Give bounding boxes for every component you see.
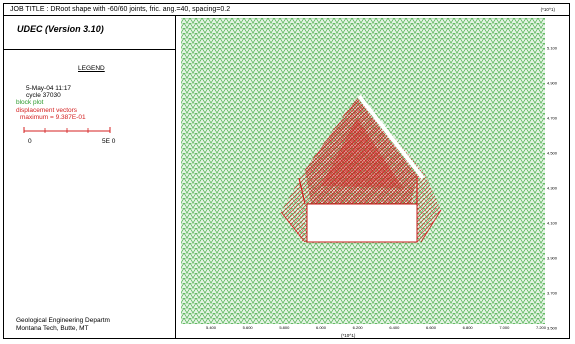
cycle-count: cycle 37030 — [26, 92, 61, 99]
program-title-box: UDEC (Version 3.10) — [4, 15, 175, 50]
scale-min-label: 0 — [28, 138, 32, 145]
y-tick-label: 4.300 — [547, 185, 558, 191]
x-tick-label: 5.800 — [279, 325, 290, 330]
legend-panel: UDEC (Version 3.10) LEGEND 5-May-04 11:1… — [4, 15, 176, 339]
y-axis-unit: (*10^1) — [540, 7, 555, 12]
y-tick-label: 4.500 — [547, 150, 558, 156]
x-tick-label: 6.800 — [462, 325, 473, 330]
roof-separation — [357, 94, 425, 180]
y-tick-label: 4.700 — [547, 115, 558, 121]
x-tick-label: 5.400 — [205, 325, 217, 330]
x-tick-label: 7.200 — [535, 325, 547, 330]
x-axis-unit: (*10^1) — [341, 333, 356, 338]
udec-plot-window: JOB TITLE : DRoot shape with -60/60 join… — [3, 3, 570, 339]
y-tick-label: 4.900 — [547, 80, 558, 86]
footer-department: Geological Engineering Departm — [16, 317, 110, 324]
footer-location: Montana Tech, Butte, MT — [16, 325, 89, 332]
y-axis: 5.100 4.900 4.700 4.500 4.300 4.100 3.900 3.700… — [547, 18, 569, 331]
job-title-bar: JOB TITLE : DRoot shape with -60/60 join… — [4, 4, 569, 16]
block-plot-area — [181, 18, 545, 324]
x-axis: (*10^1) 5.400 5.600 5.800 6.000 6.200 6.400 6.… — [181, 325, 547, 339]
x-tick-label: 5.600 — [242, 325, 253, 330]
y-tick-label: 4.100 — [547, 220, 558, 226]
y-tick-label: 3.700 — [547, 290, 558, 296]
legend-heading: LEGEND — [78, 65, 105, 72]
job-title: JOB TITLE : DRoot shape with -60/60 join… — [10, 6, 231, 13]
vector-scale-bar — [23, 127, 111, 133]
y-tick-label: 3.900 — [547, 255, 558, 261]
block-plot-svg — [181, 18, 545, 324]
plot-date: 5-May-04 11:17 — [26, 85, 72, 92]
legend-maximum: maximum = 9.387E-01 — [20, 114, 86, 121]
roof-wedge-vectors — [305, 98, 417, 204]
legend-block-plot: block plot — [16, 99, 44, 106]
y-tick-label: 5.100 — [547, 45, 558, 51]
x-tick-label: 6.400 — [389, 325, 400, 330]
excavation-opening — [306, 203, 418, 243]
x-tick-label: 6.200 — [352, 325, 363, 330]
x-tick-label: 6.600 — [425, 325, 437, 330]
y-tick-label: 3.500 — [547, 325, 558, 331]
x-tick-label: 6.000 — [315, 325, 327, 330]
scale-max-label: 5E 0 — [102, 138, 116, 145]
wedge-core — [321, 118, 403, 188]
x-tick-label: 7.000 — [499, 325, 510, 330]
program-title: UDEC (Version 3.10) — [17, 24, 104, 34]
legend-displacement-vectors: displacement vectors — [16, 107, 78, 114]
